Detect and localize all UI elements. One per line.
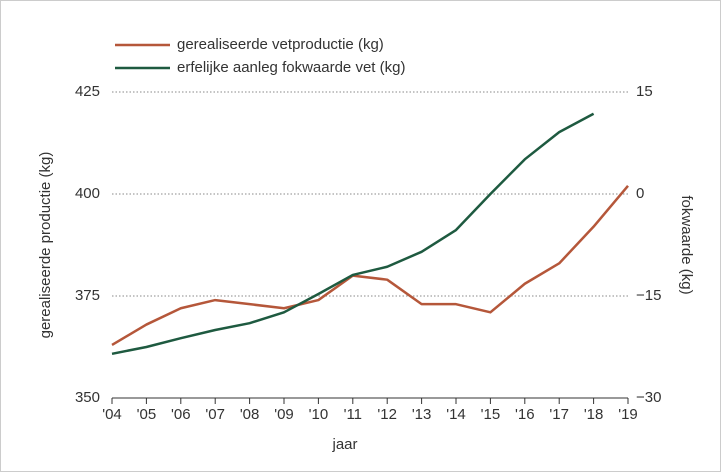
series-line	[111, 185, 629, 347]
x-axis-title: jaar	[331, 436, 357, 453]
x-tick-label: '06	[171, 406, 191, 423]
legend-label: erfelijke aanleg fokwaarde vet (kg)	[177, 59, 405, 76]
y2-tick-label: −30	[636, 389, 661, 406]
x-tick-label: '05	[137, 406, 157, 423]
x-tick-label: '15	[481, 406, 501, 423]
x-tick-label: '11	[344, 406, 362, 423]
legend-label: gerealiseerde vetproductie (kg)	[177, 36, 384, 53]
x-tick-label: '12	[377, 406, 397, 423]
x-tick-label: '07	[205, 406, 225, 423]
x-tick-label: '14	[446, 406, 466, 423]
series-line	[111, 112, 595, 356]
y-tick-label: 350	[75, 389, 100, 406]
x-tick-label: '16	[515, 406, 535, 423]
x-tick-label: '08	[240, 406, 260, 423]
x-tick-label: '19	[618, 406, 638, 423]
x-tick-label: '17	[549, 406, 569, 423]
y-tick-label: 425	[75, 83, 100, 100]
y-tick-label: 375	[75, 287, 100, 304]
y2-tick-label: −15	[636, 287, 661, 304]
x-tick-label: '10	[309, 406, 329, 423]
x-tick-label: '18	[584, 406, 604, 423]
y2-tick-label: 0	[636, 185, 644, 202]
x-tick-label: '09	[274, 406, 294, 423]
x-tick-label: '04	[102, 406, 122, 423]
x-tick-label: '13	[412, 406, 432, 423]
y2-tick-label: 15	[636, 83, 653, 100]
y-axis-title: gerealiseerde productie (kg)	[37, 152, 54, 339]
y-tick-label: 400	[75, 185, 100, 202]
y2-axis-title: fokwaarde (kg)	[678, 195, 695, 294]
